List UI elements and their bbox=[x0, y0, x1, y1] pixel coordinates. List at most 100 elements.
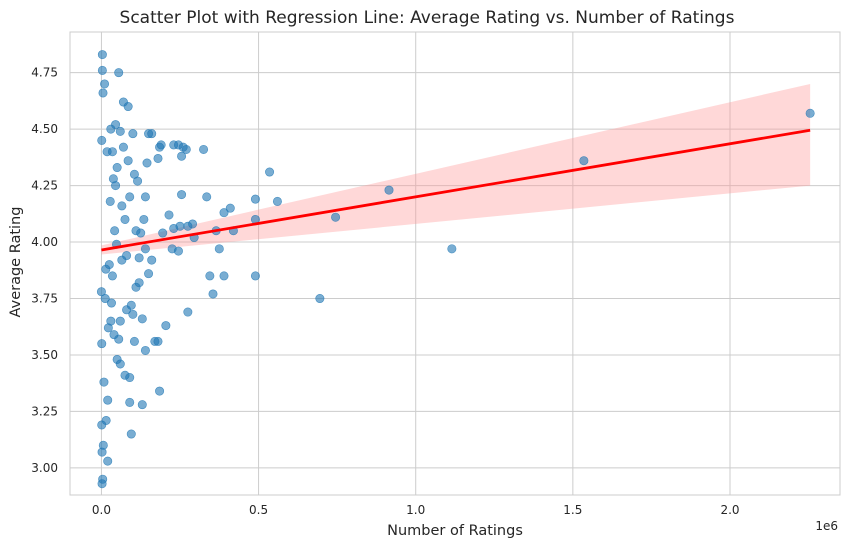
y-tick-label: 4.25 bbox=[31, 179, 58, 193]
data-point bbox=[214, 244, 224, 254]
data-point bbox=[126, 429, 136, 439]
y-tick-label: 3.50 bbox=[31, 348, 58, 362]
data-point bbox=[97, 447, 107, 457]
data-point bbox=[110, 226, 120, 236]
data-point bbox=[97, 65, 107, 75]
data-point bbox=[118, 142, 128, 152]
data-point bbox=[103, 456, 113, 466]
x-axis-label: Number of Ratings bbox=[387, 523, 523, 539]
x-tick-label: 0.0 bbox=[92, 503, 111, 517]
y-tick-label: 3.00 bbox=[31, 461, 58, 475]
data-point bbox=[129, 169, 139, 179]
regression-line bbox=[101, 128, 811, 252]
data-point bbox=[134, 253, 144, 263]
x-tick-label: 2.0 bbox=[720, 503, 739, 517]
data-point bbox=[144, 269, 154, 279]
data-point bbox=[161, 321, 171, 331]
y-tick-label: 4.00 bbox=[31, 235, 58, 249]
data-point bbox=[103, 395, 113, 405]
data-point bbox=[250, 194, 260, 204]
data-point bbox=[177, 151, 187, 161]
data-point bbox=[106, 298, 116, 308]
plot-frame bbox=[69, 31, 841, 496]
data-point bbox=[140, 192, 150, 202]
data-point bbox=[331, 212, 341, 222]
data-point bbox=[122, 251, 132, 261]
data-point bbox=[144, 129, 154, 139]
data-point bbox=[114, 334, 124, 344]
data-point bbox=[97, 135, 107, 145]
data-point bbox=[131, 226, 141, 236]
data-point bbox=[164, 210, 174, 220]
data-point bbox=[183, 221, 193, 231]
data-point bbox=[128, 129, 138, 139]
x-tick-label: 1.5 bbox=[563, 503, 582, 517]
data-point bbox=[128, 309, 138, 319]
data-point bbox=[272, 196, 282, 206]
data-point bbox=[225, 203, 235, 213]
data-point bbox=[115, 359, 125, 369]
data-point bbox=[99, 377, 109, 387]
y-tick-label: 3.75 bbox=[31, 292, 58, 306]
data-point bbox=[126, 300, 136, 310]
data-point bbox=[153, 153, 163, 163]
data-point bbox=[208, 289, 218, 299]
data-point bbox=[117, 201, 127, 211]
data-point bbox=[140, 345, 150, 355]
data-point bbox=[114, 68, 124, 78]
data-point bbox=[155, 386, 165, 396]
data-point bbox=[98, 88, 108, 98]
data-point bbox=[129, 336, 139, 346]
data-point bbox=[120, 214, 130, 224]
data-point bbox=[101, 264, 111, 274]
data-point bbox=[158, 228, 168, 238]
data-point bbox=[97, 339, 107, 349]
data-point bbox=[103, 323, 113, 333]
data-point bbox=[97, 50, 107, 60]
data-point bbox=[112, 163, 122, 173]
data-point bbox=[125, 192, 135, 202]
data-point bbox=[137, 314, 147, 324]
data-point bbox=[139, 214, 149, 224]
data-point bbox=[155, 142, 165, 152]
data-point bbox=[137, 400, 147, 410]
data-point bbox=[105, 196, 115, 206]
y-tick-label: 4.50 bbox=[31, 122, 58, 136]
data-point bbox=[579, 156, 589, 166]
data-point bbox=[142, 158, 152, 168]
data-point bbox=[177, 190, 187, 200]
x-tick-label: 0.5 bbox=[249, 503, 268, 517]
chart-title: Scatter Plot with Regression Line: Avera… bbox=[120, 8, 735, 28]
data-point bbox=[199, 144, 209, 154]
y-tick-label: 4.75 bbox=[31, 66, 58, 80]
regression-line-layer bbox=[101, 128, 811, 252]
data-point bbox=[202, 192, 212, 202]
data-point bbox=[205, 271, 215, 281]
data-point bbox=[805, 108, 815, 118]
data-point bbox=[125, 397, 135, 407]
data-point bbox=[115, 316, 125, 326]
data-point bbox=[120, 370, 130, 380]
y-axis-label: Average Rating bbox=[8, 207, 24, 318]
confidence-band-layer bbox=[101, 83, 811, 255]
data-point bbox=[134, 278, 144, 288]
data-point bbox=[140, 244, 150, 254]
data-point bbox=[118, 97, 128, 107]
data-point bbox=[108, 174, 118, 184]
data-point bbox=[96, 287, 106, 297]
y-tick-label: 3.25 bbox=[31, 404, 58, 418]
data-point bbox=[183, 307, 193, 317]
data-point bbox=[265, 167, 275, 177]
data-point bbox=[102, 147, 112, 157]
data-points bbox=[96, 50, 815, 489]
data-point bbox=[250, 271, 260, 281]
data-point bbox=[150, 336, 160, 346]
confidence-band bbox=[101, 83, 811, 255]
data-point bbox=[169, 140, 179, 150]
data-point bbox=[167, 244, 177, 254]
data-point bbox=[219, 271, 229, 281]
data-point bbox=[169, 223, 179, 233]
x-tick-label: 1.0 bbox=[406, 503, 425, 517]
